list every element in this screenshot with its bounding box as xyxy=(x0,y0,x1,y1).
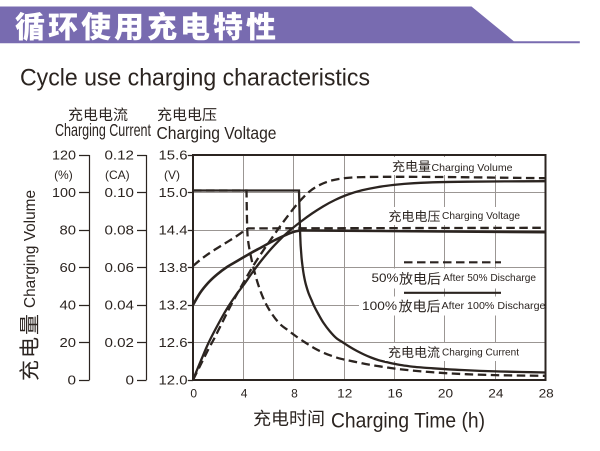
svg-text:0.06: 0.06 xyxy=(105,261,135,275)
svg-text:15.0: 15.0 xyxy=(159,186,188,200)
svg-text:Charging Voltage: Charging Voltage xyxy=(157,123,277,143)
svg-text:After 50% Discharge: After 50% Discharge xyxy=(443,272,536,284)
svg-text:13.8: 13.8 xyxy=(159,261,188,275)
svg-text:0.12: 0.12 xyxy=(105,149,135,163)
svg-text:0: 0 xyxy=(68,374,77,388)
svg-text:40: 40 xyxy=(60,299,77,313)
svg-text:Charging Voltage: Charging Voltage xyxy=(442,210,520,222)
svg-text:8: 8 xyxy=(291,387,298,401)
svg-text:Charging Current: Charging Current xyxy=(442,347,519,359)
svg-text:100: 100 xyxy=(52,186,76,200)
svg-text:0: 0 xyxy=(126,374,135,388)
svg-text:Charging Current: Charging Current xyxy=(55,120,151,140)
svg-text:0: 0 xyxy=(190,387,197,401)
svg-text:20: 20 xyxy=(438,387,454,401)
svg-text:50%: 50% xyxy=(372,271,399,285)
svg-text:(%): (%) xyxy=(54,168,73,182)
svg-text:12.0: 12.0 xyxy=(159,374,188,388)
svg-text:0.04: 0.04 xyxy=(105,299,135,313)
svg-text:12.6: 12.6 xyxy=(159,336,188,350)
svg-text:Charging Volume: Charging Volume xyxy=(22,190,39,308)
svg-text:4: 4 xyxy=(241,387,248,401)
svg-text:0.02: 0.02 xyxy=(105,336,135,350)
svg-text:20: 20 xyxy=(60,336,77,350)
svg-text:15.6: 15.6 xyxy=(159,149,188,163)
svg-text:80: 80 xyxy=(60,224,77,238)
svg-text:24: 24 xyxy=(488,387,504,401)
svg-text:0.10: 0.10 xyxy=(105,186,135,200)
svg-text:28: 28 xyxy=(539,387,555,401)
svg-text:14.4: 14.4 xyxy=(159,224,188,238)
svg-text:16: 16 xyxy=(388,387,404,401)
svg-text:60: 60 xyxy=(60,261,77,275)
svg-text:After 100% Discharge: After 100% Discharge xyxy=(442,300,546,312)
svg-text:0.08: 0.08 xyxy=(105,224,135,238)
svg-text:Cycle use charging characteris: Cycle use charging characteristics xyxy=(20,65,370,92)
svg-text:Charging Volume: Charging Volume xyxy=(432,162,513,174)
svg-text:(CA): (CA) xyxy=(105,168,130,182)
svg-text:12: 12 xyxy=(337,387,353,401)
svg-text:100%: 100% xyxy=(362,299,397,313)
svg-text:120: 120 xyxy=(52,149,76,163)
svg-text:13.2: 13.2 xyxy=(159,299,188,313)
svg-text:(V): (V) xyxy=(164,168,180,182)
svg-text:Charging Time (h): Charging Time (h) xyxy=(331,410,485,433)
